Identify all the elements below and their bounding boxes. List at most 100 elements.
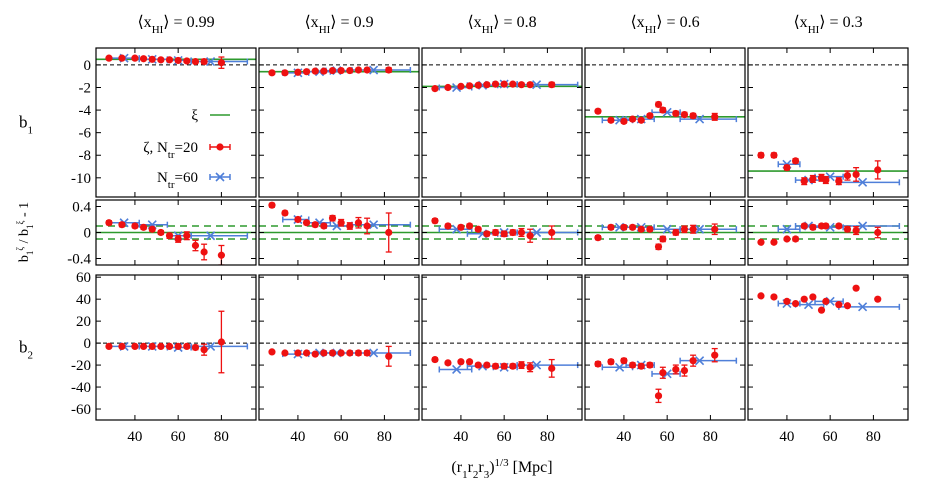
row-label-ratio: b1ζ / b1ξ - 1	[15, 202, 35, 262]
ntr20-point	[500, 362, 508, 370]
ntr60-point	[679, 356, 738, 366]
panel-frame	[584, 47, 746, 198]
x-tick-label: 40	[290, 429, 305, 445]
panel-b1-4	[747, 47, 909, 198]
ntr20-point	[483, 81, 491, 89]
ntr60-point	[438, 364, 473, 375]
ntr20-point	[302, 68, 311, 76]
ntr20-point	[311, 221, 319, 229]
legend-entry-xi: ξ	[191, 108, 230, 124]
ntr20-point	[200, 57, 208, 66]
ntr20-point	[517, 361, 526, 370]
ntr20-point	[174, 235, 182, 243]
ntr20-point	[809, 174, 817, 183]
ntr20-point	[874, 295, 882, 303]
ntr20-point	[852, 284, 860, 292]
y-tick-label: 0.4	[72, 200, 91, 216]
panel-frame	[421, 47, 583, 198]
ntr20-point	[680, 110, 689, 119]
ntr20-point	[346, 222, 354, 230]
panel-frame	[95, 274, 257, 421]
y-tick-label: -60	[71, 402, 91, 418]
panel-b1-0	[95, 47, 257, 198]
ntr20-point	[281, 69, 289, 77]
ntr20-point	[809, 293, 817, 301]
legend-entry-ntr20: ζ, Ntr=20	[143, 140, 231, 161]
ntr20-point	[157, 228, 165, 237]
x-tick-label: 80	[214, 429, 229, 445]
ntr60-point	[516, 360, 579, 370]
panel-ratio-0	[95, 199, 257, 266]
legend-label-xi: ξ	[191, 108, 198, 124]
ntr20-point	[509, 80, 517, 88]
ntr20-point	[594, 107, 602, 115]
x-tick-label: 80	[377, 429, 392, 445]
ntr20-point	[281, 209, 289, 217]
ntr20-point	[770, 293, 778, 301]
ntr20-point	[337, 66, 345, 75]
ntr20-point	[465, 82, 474, 90]
column-title-3: ⟨xHI⟩ = 0.6	[630, 14, 699, 36]
ntr20-point	[328, 66, 337, 75]
ntr20-point	[444, 222, 452, 230]
ntr20-point	[680, 364, 689, 377]
ntr20-point	[791, 299, 800, 308]
ntr20-point	[843, 302, 852, 310]
ntr20-point	[385, 66, 393, 74]
ntr20-point	[337, 349, 345, 357]
ntr20-point	[200, 243, 208, 261]
panel-b2-1	[258, 274, 420, 421]
row-label-b1: b1	[19, 113, 33, 137]
ntr20-point	[646, 225, 654, 233]
y-tick-label: 60	[76, 270, 91, 286]
panel-frame	[584, 274, 746, 421]
row-label-b2: b2	[19, 338, 33, 362]
ntr20-point	[500, 230, 508, 238]
ntr20-point	[363, 349, 371, 357]
y-tick-label: -20	[71, 358, 91, 374]
ntr20-point	[594, 234, 602, 242]
ntr20-point	[800, 177, 808, 186]
ntr20-point	[491, 362, 500, 370]
ntr20-point	[680, 225, 689, 234]
y-tick-label: 20	[76, 314, 91, 330]
panel-frame	[95, 47, 257, 198]
panel-b1-1	[258, 47, 420, 198]
ntr20-point	[354, 66, 363, 74]
y-tick-label: 0	[84, 336, 92, 352]
x-tick-label: 60	[660, 429, 675, 445]
ntr20-point	[654, 388, 663, 404]
ntr20-point	[148, 225, 156, 233]
x-tick-label: 40	[779, 429, 794, 445]
ntr20-point	[328, 214, 337, 222]
ntr20-point	[311, 350, 319, 358]
ntr20-point	[628, 361, 637, 369]
ntr20-point	[843, 170, 852, 181]
ntr20-point	[500, 80, 508, 88]
ntr20-point	[672, 109, 680, 118]
ntr20-point	[457, 358, 465, 366]
ntr20-point	[654, 243, 663, 251]
ntr20-point	[594, 360, 602, 368]
ntr20-point	[200, 343, 208, 356]
ntr20-point	[526, 228, 534, 243]
ntr20-point	[139, 55, 148, 63]
panel-frame	[747, 47, 909, 198]
ntr20-point	[659, 235, 667, 243]
ntr20-point	[157, 56, 165, 64]
y-tick-label: 40	[76, 292, 91, 308]
ntr20-point	[302, 349, 311, 357]
ntr20-point	[148, 342, 156, 351]
ntr20-point	[491, 228, 500, 237]
ntr20-point	[637, 225, 645, 233]
x-tick-label: 80	[540, 429, 555, 445]
ntr20-point	[431, 355, 439, 364]
ntr20-point	[835, 301, 843, 309]
ntr20-point	[320, 349, 328, 357]
panel-ratio-4	[747, 199, 909, 266]
ntr20-point	[817, 306, 826, 314]
ntr20-point	[354, 349, 363, 357]
ntr20-point	[346, 66, 354, 75]
ntr20-point	[157, 342, 165, 351]
ntr20-point	[852, 167, 860, 182]
